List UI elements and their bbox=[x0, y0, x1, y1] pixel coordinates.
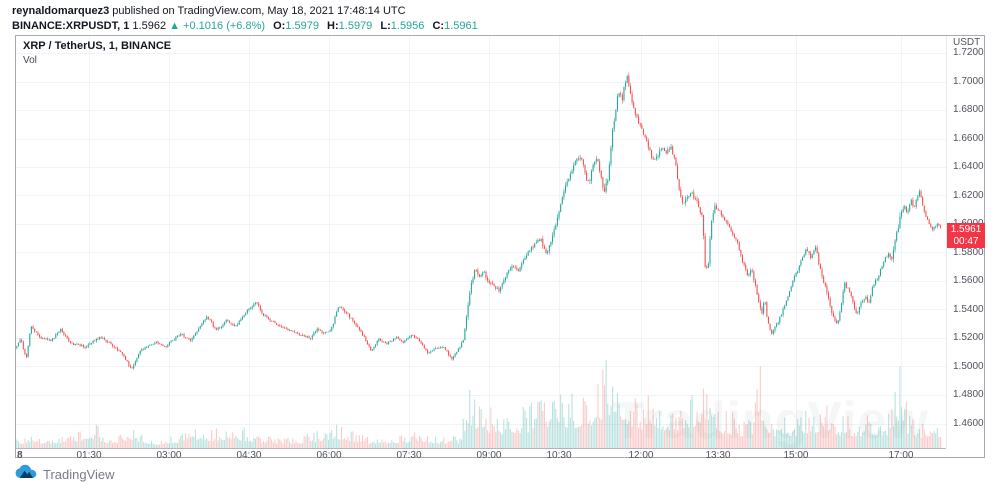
time-tick: 06:00 bbox=[316, 450, 342, 461]
chart-frame: XRP / TetherUS, 1, BINANCE Vol USDT 1.72… bbox=[15, 35, 985, 461]
snapshot-footer: TradingView bbox=[15, 464, 115, 484]
publisher-username: reynaldomarquez3 bbox=[12, 5, 110, 17]
ohlc-high: H:1.5979 bbox=[327, 20, 373, 32]
price-tick: 1.5000 bbox=[953, 360, 984, 372]
price-tick: 1.5800 bbox=[953, 246, 984, 258]
time-tick: 12:00 bbox=[628, 450, 654, 461]
publisher-line: reynaldomarquez3 published on TradingVie… bbox=[12, 4, 478, 18]
time-tick: 15:00 bbox=[783, 450, 809, 461]
publish-info: published on TradingView.com, May 18, 20… bbox=[109, 5, 406, 17]
price-tick: 1.6600 bbox=[953, 132, 984, 144]
price-axis-unit: USDT bbox=[953, 37, 981, 48]
price-tick: 1.5600 bbox=[953, 275, 984, 286]
ohlc-low: L:1.5956 bbox=[380, 20, 425, 32]
price-change: ▲ +0.1016 (+6.8%) bbox=[169, 20, 266, 32]
price-tick: 1.4600 bbox=[953, 417, 984, 429]
price-tick: 1.6800 bbox=[953, 104, 984, 115]
price-tick: 1.7200 bbox=[953, 47, 984, 58]
last-price: 1.5962 bbox=[132, 20, 167, 32]
snapshot-header: reynaldomarquez3 published on TradingVie… bbox=[12, 4, 478, 33]
price-tick: 1.6200 bbox=[953, 189, 984, 201]
time-tick: 13:30 bbox=[705, 450, 731, 461]
current-price-value: 1.5961 bbox=[950, 223, 982, 235]
time-tick: 04:30 bbox=[236, 450, 262, 461]
time-axis[interactable]: 8 01:30 03:00 04:30 06:00 07:30 09:00 10:30 12:0… bbox=[16, 448, 946, 461]
ohlc-open: O:1.5979 bbox=[273, 20, 319, 32]
price-axis[interactable]: USDT 1.7200 1.7000 1.6800 1.6600 1.6400 1.620… bbox=[946, 36, 984, 448]
time-tick: 01:30 bbox=[76, 450, 102, 461]
price-tick: 1.6400 bbox=[953, 161, 984, 172]
price-plot-canvas[interactable] bbox=[16, 36, 946, 448]
current-price-tag: 1.5961 00:47 bbox=[947, 222, 985, 248]
tradingview-logo-icon[interactable] bbox=[15, 464, 37, 484]
ohlc-close: C:1.5961 bbox=[432, 20, 478, 32]
time-tick: 17:00 bbox=[888, 450, 914, 461]
price-tick: 1.4800 bbox=[953, 389, 984, 400]
tradingview-brand-label[interactable]: TradingView bbox=[43, 466, 115, 482]
symbol-summary-line: BINANCE:XRPUSDT, 1 1.5962 ▲ +0.1016 (+6.… bbox=[12, 19, 478, 33]
time-tick: 07:30 bbox=[396, 450, 422, 461]
price-tick: 1.7000 bbox=[953, 75, 984, 87]
bar-countdown: 00:47 bbox=[953, 235, 979, 247]
time-tick: 8 bbox=[17, 450, 23, 461]
time-tick: 03:00 bbox=[156, 450, 182, 461]
time-tick: 09:00 bbox=[476, 450, 502, 461]
price-tick: 1.5400 bbox=[953, 303, 984, 315]
time-tick: 10:30 bbox=[546, 450, 572, 461]
price-tick: 1.5200 bbox=[953, 332, 984, 343]
symbol-name: BINANCE:XRPUSDT, 1 bbox=[12, 20, 130, 32]
